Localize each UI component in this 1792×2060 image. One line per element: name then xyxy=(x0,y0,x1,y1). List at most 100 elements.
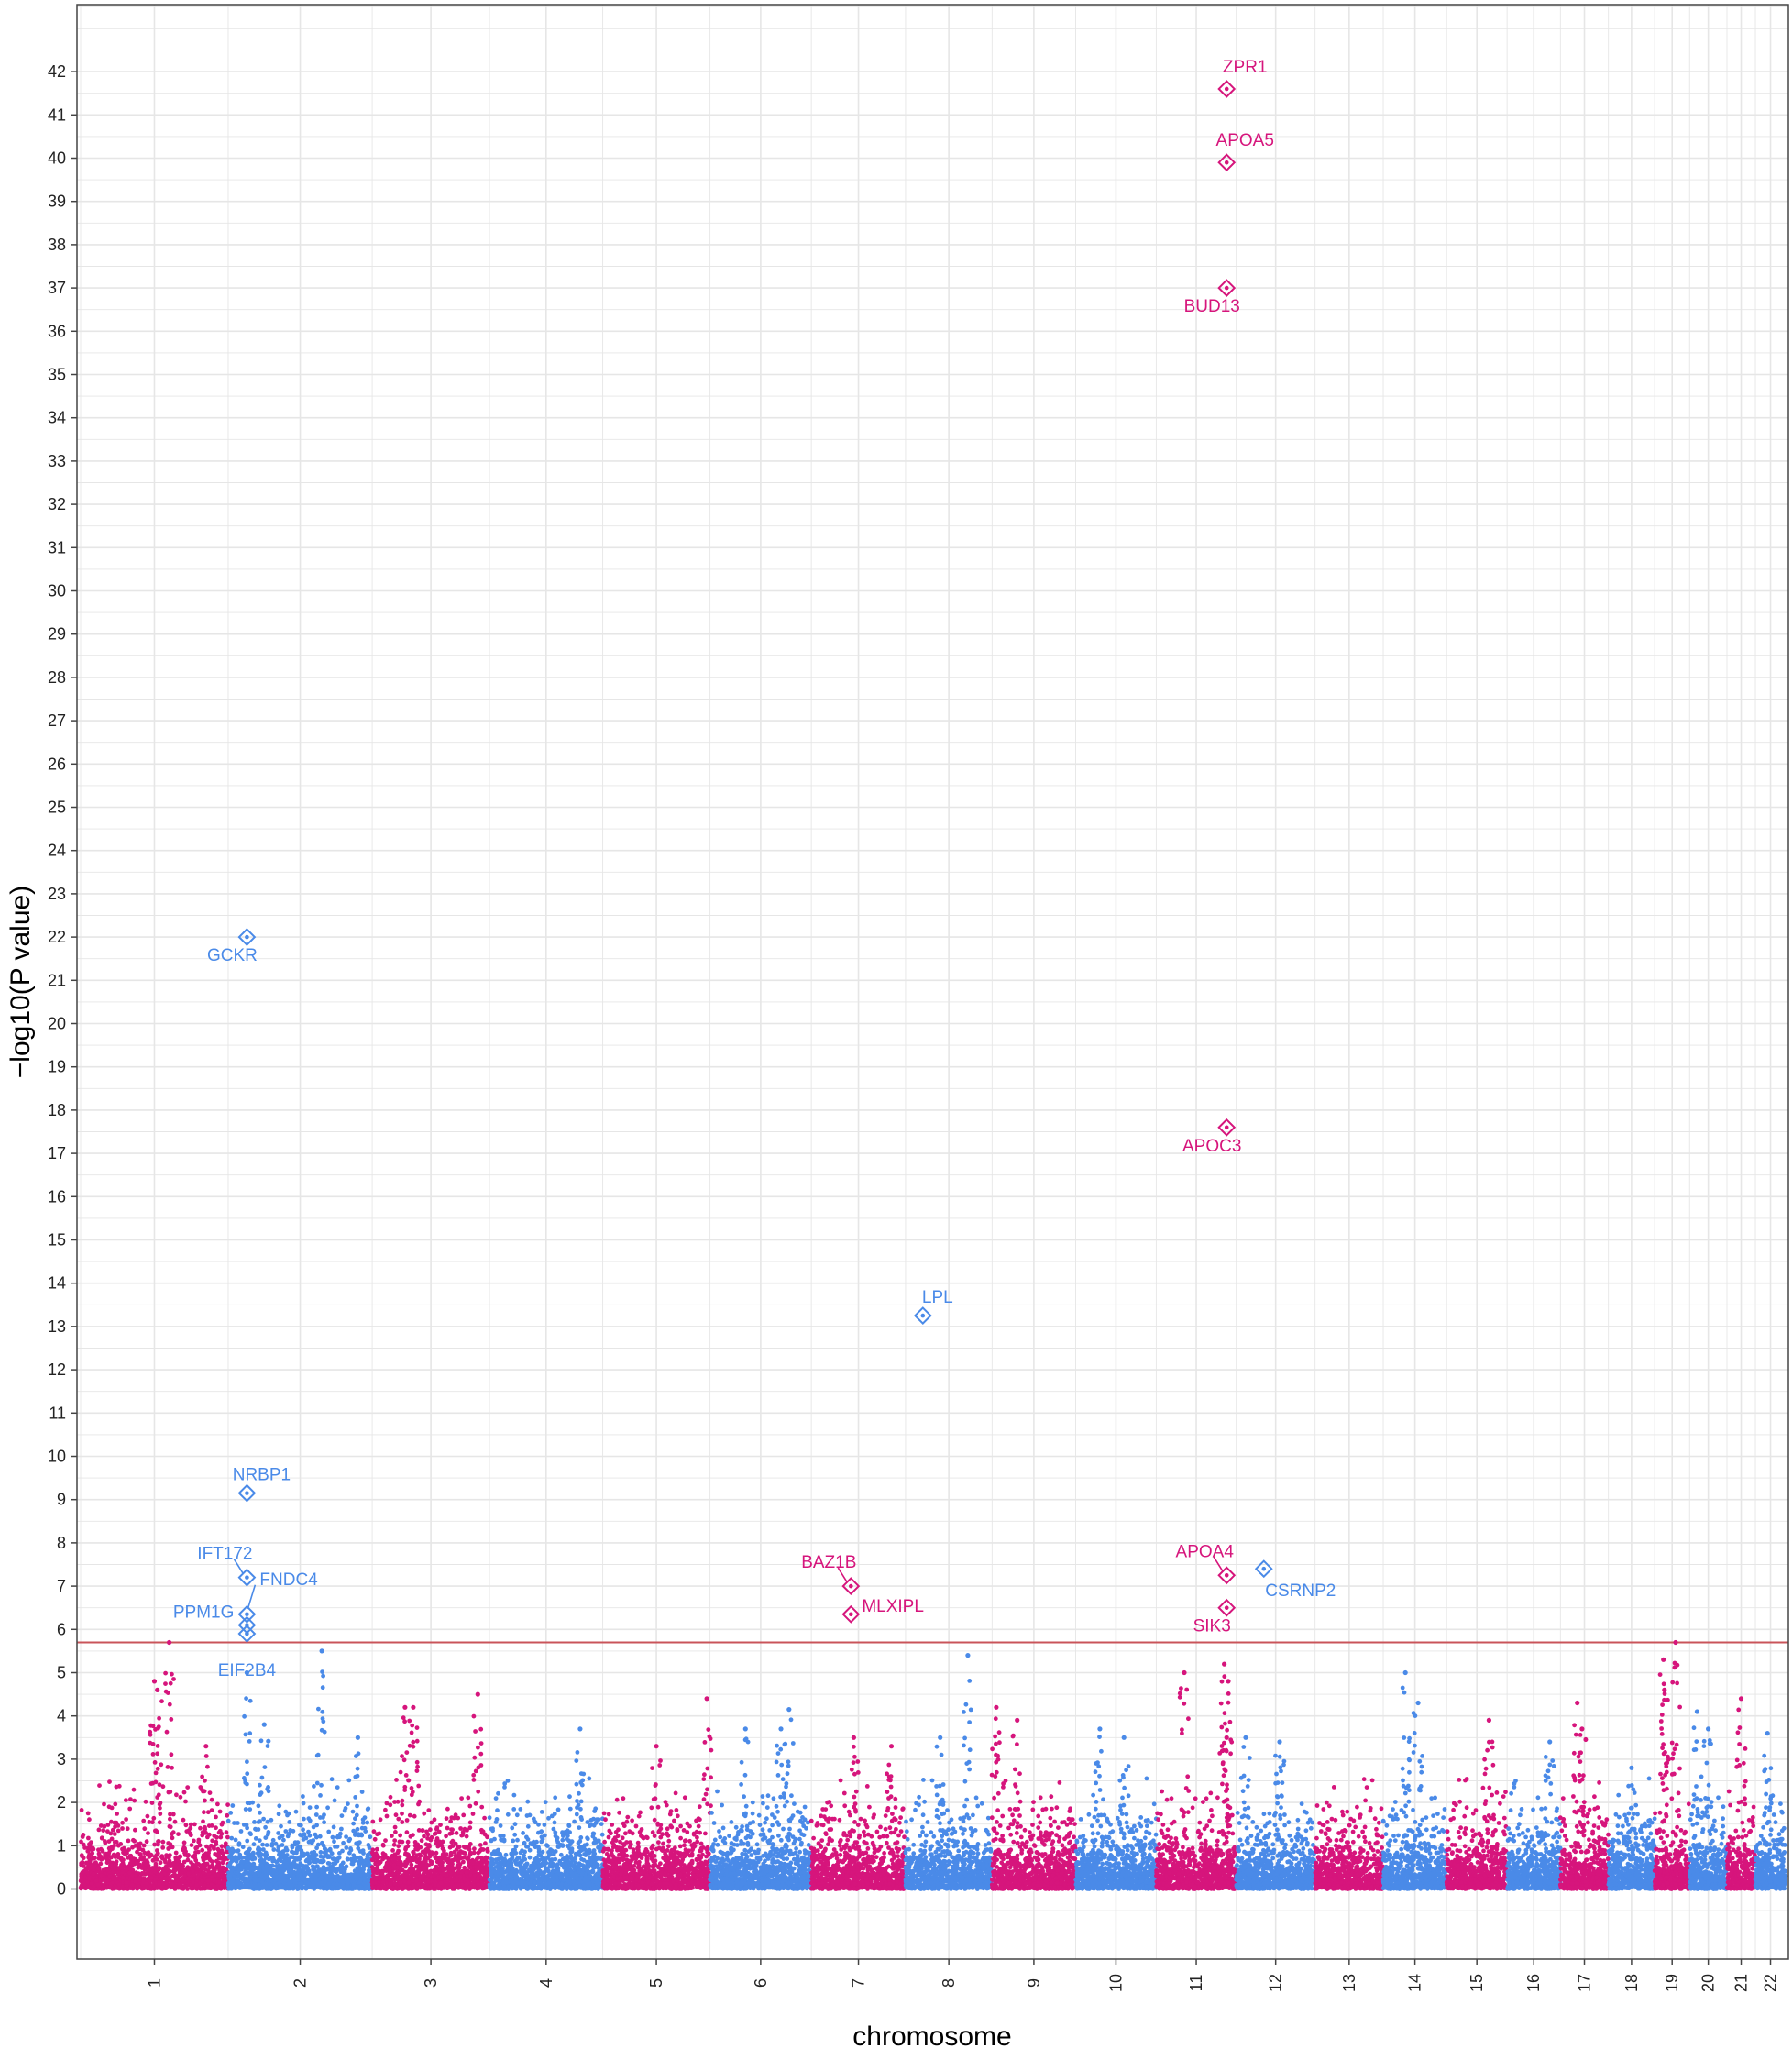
snp-point xyxy=(262,1867,267,1871)
snp-point xyxy=(156,1851,160,1856)
snp-point xyxy=(88,1853,93,1857)
snp-point xyxy=(433,1817,437,1822)
snp-point xyxy=(599,1822,604,1826)
snp-point xyxy=(277,1858,281,1863)
snp-point xyxy=(566,1838,571,1843)
snp-point xyxy=(345,1865,349,1869)
snp-point xyxy=(203,1779,207,1783)
snp-point xyxy=(322,1871,326,1876)
snp-point xyxy=(158,1882,162,1887)
snp-point xyxy=(448,1819,453,1823)
snp-point xyxy=(282,1881,287,1886)
snp-point xyxy=(510,1826,514,1831)
snp-point xyxy=(267,1830,271,1834)
snp-point xyxy=(357,1840,362,1845)
snp-point xyxy=(216,1847,221,1852)
snp-point xyxy=(200,1878,204,1883)
snp-point xyxy=(151,1724,156,1728)
snp-point xyxy=(252,1867,257,1871)
snp-point xyxy=(420,1838,424,1843)
snp-point xyxy=(465,1856,469,1861)
snp-point xyxy=(398,1834,402,1838)
snp-peak-point xyxy=(402,1705,407,1710)
snp-point xyxy=(118,1842,123,1846)
snp-point xyxy=(460,1833,465,1837)
snp-point xyxy=(422,1834,426,1839)
snp-point xyxy=(313,1833,318,1837)
snp-point xyxy=(127,1807,132,1812)
snp-point xyxy=(213,1868,217,1873)
snp-point xyxy=(353,1856,357,1860)
snp-point xyxy=(122,1846,126,1851)
snp-point xyxy=(392,1881,397,1886)
snp-point xyxy=(393,1825,398,1830)
snp-point xyxy=(301,1794,305,1799)
snp-point xyxy=(313,1881,317,1886)
snp-point xyxy=(228,1811,233,1815)
snp-point xyxy=(280,1877,285,1881)
snp-point xyxy=(359,1867,364,1871)
snp-point xyxy=(157,1839,161,1844)
snp-point xyxy=(370,1880,375,1885)
snp-point xyxy=(496,1791,500,1796)
snp-point xyxy=(414,1878,419,1883)
snp-point xyxy=(543,1823,547,1827)
snp-point xyxy=(156,1767,160,1771)
snp-point xyxy=(225,1835,230,1840)
snp-point xyxy=(302,1801,306,1806)
snp-point xyxy=(144,1881,148,1886)
snp-point xyxy=(445,1886,450,1890)
snp-point xyxy=(252,1842,257,1846)
snp-point xyxy=(480,1831,485,1835)
snp-point xyxy=(412,1814,417,1819)
snp-point xyxy=(578,1853,583,1857)
snp-point xyxy=(107,1804,112,1809)
snp-point xyxy=(141,1819,146,1823)
snp-point xyxy=(318,1834,323,1839)
snp-point xyxy=(260,1776,265,1780)
snp-point xyxy=(455,1831,459,1835)
snp-point xyxy=(261,1847,266,1852)
snp-point xyxy=(124,1817,128,1822)
snp-point xyxy=(336,1886,341,1890)
snp-point xyxy=(97,1783,102,1788)
snp-point xyxy=(201,1790,205,1794)
snp-point xyxy=(139,1872,144,1877)
snp-point xyxy=(388,1802,392,1807)
snp-point xyxy=(258,1885,262,1889)
snp-point xyxy=(572,1820,577,1824)
snp-point xyxy=(314,1805,319,1810)
snp-point xyxy=(245,1771,249,1776)
snp-point xyxy=(476,1851,480,1856)
snp-point xyxy=(194,1883,199,1888)
snp-point xyxy=(405,1860,410,1865)
snp-point xyxy=(262,1853,267,1857)
snp-point xyxy=(85,1870,90,1875)
snp-point xyxy=(318,1877,323,1881)
snp-point xyxy=(299,1823,303,1828)
snp-point xyxy=(99,1857,104,1862)
snp-point xyxy=(436,1876,441,1880)
snp-point xyxy=(353,1795,357,1800)
snp-point xyxy=(464,1883,468,1888)
snp-point xyxy=(181,1818,186,1823)
snp-point xyxy=(450,1831,455,1835)
snp-point xyxy=(360,1826,365,1831)
snp-point xyxy=(258,1854,263,1858)
snp-point xyxy=(402,1788,407,1792)
snp-point xyxy=(252,1871,257,1876)
snp-point xyxy=(230,1803,235,1808)
snp-point xyxy=(198,1826,203,1831)
snp-point xyxy=(332,1825,336,1830)
snp-point xyxy=(356,1774,360,1779)
snp-point xyxy=(424,1863,429,1867)
snp-point xyxy=(461,1860,466,1865)
snp-point xyxy=(126,1839,131,1844)
snp-point xyxy=(468,1842,473,1846)
snp-point xyxy=(159,1855,164,1859)
snp-point xyxy=(264,1886,269,1890)
snp-point xyxy=(242,1714,247,1719)
snp-point xyxy=(456,1816,460,1821)
snp-point xyxy=(513,1822,518,1826)
snp-point xyxy=(306,1830,311,1834)
